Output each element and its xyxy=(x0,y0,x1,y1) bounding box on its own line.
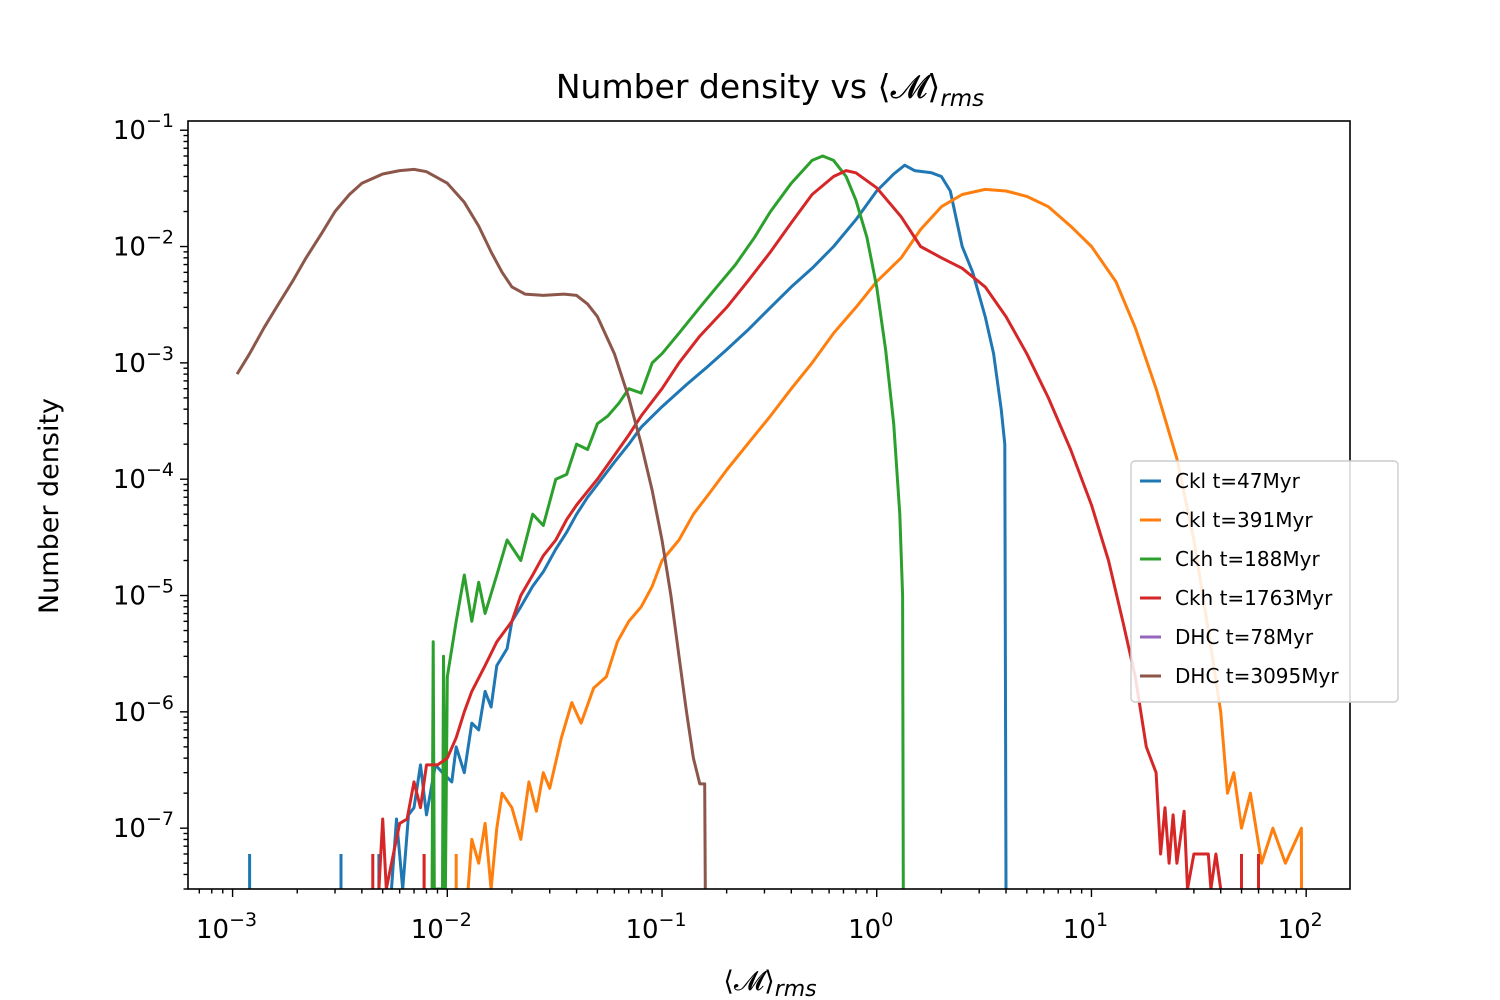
legend-item: Ckl t=47Myr xyxy=(1140,469,1301,493)
legend-label: Ckh t=1763Myr xyxy=(1175,586,1333,610)
series-3-line xyxy=(377,169,1223,889)
legend-item: DHC t=3095Myr xyxy=(1140,664,1339,688)
x-tick-label: 10−1 xyxy=(625,909,686,945)
y-tick-label: 10−7 xyxy=(113,808,174,844)
y-tick-label: 10−4 xyxy=(113,459,174,495)
y-tick-label: 10−6 xyxy=(113,692,174,728)
y-tick-label: 10−1 xyxy=(113,110,174,146)
legend-label: Ckl t=391Myr xyxy=(1175,508,1313,532)
x-axis: 10−3 10−2 10−1 100 101 102 xyxy=(196,889,1323,945)
series-2-line xyxy=(430,154,905,889)
legend-label: Ckh t=188Myr xyxy=(1175,547,1320,571)
x-axis-label: ⟨𝓜⟩rms xyxy=(723,966,816,1000)
legend: Ckl t=47Myr Ckl t=391Myr Ckh t=188Myr Ckh t… xyxy=(1130,460,1399,703)
y-axis: 10−7 10−6 10−5 10−4 10−3 10−2 10−1 xyxy=(113,110,188,890)
series-lines xyxy=(235,154,1303,889)
y-tick-label: 10−3 xyxy=(113,343,174,379)
y-axis-label: Number density xyxy=(34,398,65,614)
plot-area xyxy=(187,120,1351,890)
y-tick-label: 10−5 xyxy=(113,576,174,612)
x-tick-label: 10−3 xyxy=(196,909,257,945)
y-tick-label: 10−2 xyxy=(113,227,174,263)
legend-item: Ckh t=188Myr xyxy=(1140,547,1320,571)
x-tick-label: 101 xyxy=(1063,909,1108,945)
legend-item: Ckl t=391Myr xyxy=(1140,508,1313,532)
legend-item: DHC t=78Myr xyxy=(1140,625,1314,649)
chart-title: Number density vs ⟨𝓜⟩rms xyxy=(556,67,984,112)
series-0-line xyxy=(390,163,1008,889)
x-tick-label: 100 xyxy=(848,909,893,945)
legend-label: DHC t=3095Myr xyxy=(1175,664,1339,688)
legend-box xyxy=(1130,460,1399,703)
series-5-line xyxy=(235,167,707,889)
x-tick-label: 102 xyxy=(1278,909,1323,945)
legend-item: Ckh t=1763Myr xyxy=(1140,586,1333,610)
legend-label: Ckl t=47Myr xyxy=(1175,469,1301,493)
legend-label: DHC t=78Myr xyxy=(1175,625,1314,649)
x-tick-label: 10−2 xyxy=(411,909,472,945)
